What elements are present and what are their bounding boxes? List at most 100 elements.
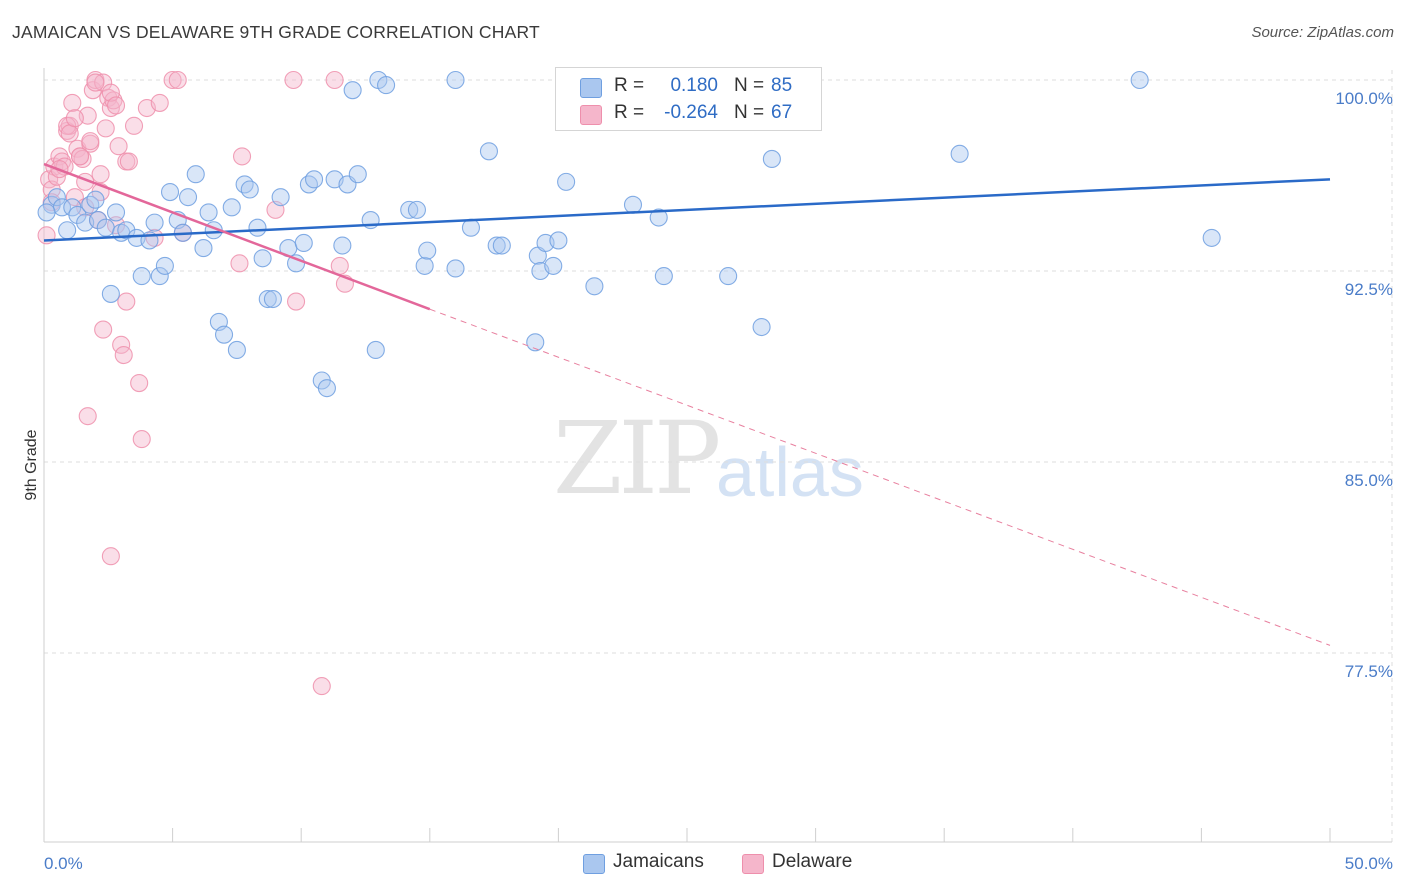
jamaicans-point [214, 325, 234, 344]
delaware-point [94, 320, 113, 339]
jamaicans-point [400, 200, 419, 219]
jamaicans-point [549, 231, 568, 250]
delaware-point [63, 93, 82, 112]
jamaicans-point [418, 241, 437, 260]
delaware-point [96, 119, 115, 138]
r-value: -0.264 [664, 102, 718, 123]
axes [43, 68, 1392, 843]
jamaicans-point [299, 175, 318, 194]
jamaicans-point [461, 218, 481, 237]
jamaicans-point [199, 203, 218, 222]
tick-labels: 77.5% 85.0% 92.5% 100.0% 0.0% 50.0% [44, 89, 1393, 873]
jamaicans-point [150, 267, 169, 286]
legend-label-delaware: Delaware [772, 851, 853, 872]
delaware-point [117, 292, 136, 311]
y-tick-label: 100.0% [1335, 89, 1393, 108]
chart-title: JAMAICAN VS DELAWARE 9TH GRADE CORRELATI… [12, 22, 540, 42]
watermark-atlas: atlas [716, 433, 864, 511]
trend-lines [43, 162, 1331, 646]
jamaicans-point [762, 149, 781, 168]
jamaicans-point [1202, 228, 1221, 247]
delaware-point [109, 137, 128, 156]
jamaicans-point [117, 221, 136, 240]
x-tick-label: 50.0% [1345, 854, 1393, 873]
r-label: R = [614, 75, 645, 96]
delaware-point [132, 430, 151, 449]
jamaicans-point [222, 198, 241, 217]
delaware-point [119, 152, 138, 171]
jamaicans-point [178, 188, 198, 207]
jamaicans-point [305, 170, 324, 189]
jamaicans-point [623, 195, 643, 214]
jamaicans-point [186, 165, 205, 184]
jamaicans-point [719, 267, 738, 286]
n-label: N = [734, 75, 765, 96]
y-tick-label: 92.5% [1345, 280, 1393, 299]
n-value: 85 [771, 75, 793, 96]
jamaicans-point [160, 183, 180, 202]
jamaicans-point [227, 340, 246, 359]
jamaicans-points [37, 70, 1221, 398]
delaware-point [70, 147, 90, 166]
delaware-point [124, 116, 144, 135]
jamaicans-point [88, 211, 108, 230]
y-tick-label: 85.0% [1345, 471, 1393, 490]
jamaicans-point [263, 289, 282, 309]
jamaicans-point [271, 188, 290, 207]
delaware-point [65, 109, 84, 128]
delaware-point [325, 70, 344, 90]
delaware-point [78, 407, 97, 426]
legend-row-jamaicans: R = 0.180 N = 85 [556, 74, 821, 100]
delaware-point [114, 345, 133, 365]
delaware-point [60, 124, 79, 143]
jamaicans-point [68, 205, 87, 225]
legend-row-delaware: R = -0.264 N = 67 [556, 101, 821, 127]
jamaicans-point [446, 70, 465, 90]
jamaicans-point [81, 195, 100, 214]
delaware-point [232, 147, 252, 166]
jamaicans-point [366, 340, 385, 359]
jamaicans-point [106, 203, 126, 222]
jamaicans-point [492, 236, 511, 255]
jamaicans-point [258, 289, 277, 309]
legend-label-jamaicans: Jamaicans [613, 851, 704, 872]
n-label: N = [734, 102, 765, 123]
y-axis-title: 9th Grade [23, 429, 40, 500]
n-value: 67 [771, 102, 793, 123]
jamaicans-point [544, 256, 563, 275]
jamaicans-point [235, 175, 254, 194]
jamaicans-point [58, 221, 77, 240]
delaware-point [86, 73, 105, 92]
jamaicans-point [479, 142, 499, 161]
delaware-point [287, 292, 306, 311]
jamaicans-point [585, 277, 604, 296]
delaware-point [284, 70, 303, 90]
jamaicans-point [253, 249, 272, 268]
jamaicans-point [557, 172, 576, 191]
delaware-point [145, 228, 164, 247]
jamaicans-point [155, 256, 174, 275]
delaware-point [168, 70, 187, 90]
delaware-point [81, 132, 100, 151]
jamaicans-point [415, 256, 434, 275]
r-label: R = [614, 102, 645, 123]
y-tick-label: 77.5% [1345, 662, 1393, 681]
jamaicans-point [240, 180, 259, 199]
jamaicans-point [348, 165, 367, 184]
jamaicans-point [446, 259, 465, 278]
delaware-point [163, 70, 182, 90]
jamaicans-point [343, 81, 362, 100]
delaware-points [37, 70, 354, 696]
jamaicans-point [333, 236, 352, 255]
jamaicans-point [145, 213, 164, 232]
jamaicans-point [96, 218, 115, 237]
jamaicans-point [132, 267, 151, 286]
jamaicans-point [194, 239, 213, 258]
jamaicans-point [101, 284, 120, 303]
jamaicans-point [487, 236, 506, 255]
jamaicans-point [47, 188, 66, 207]
delaware-point [76, 198, 95, 217]
delaware-trend-line [43, 162, 431, 311]
jamaicans-point [649, 208, 668, 227]
delaware-point [312, 677, 331, 696]
